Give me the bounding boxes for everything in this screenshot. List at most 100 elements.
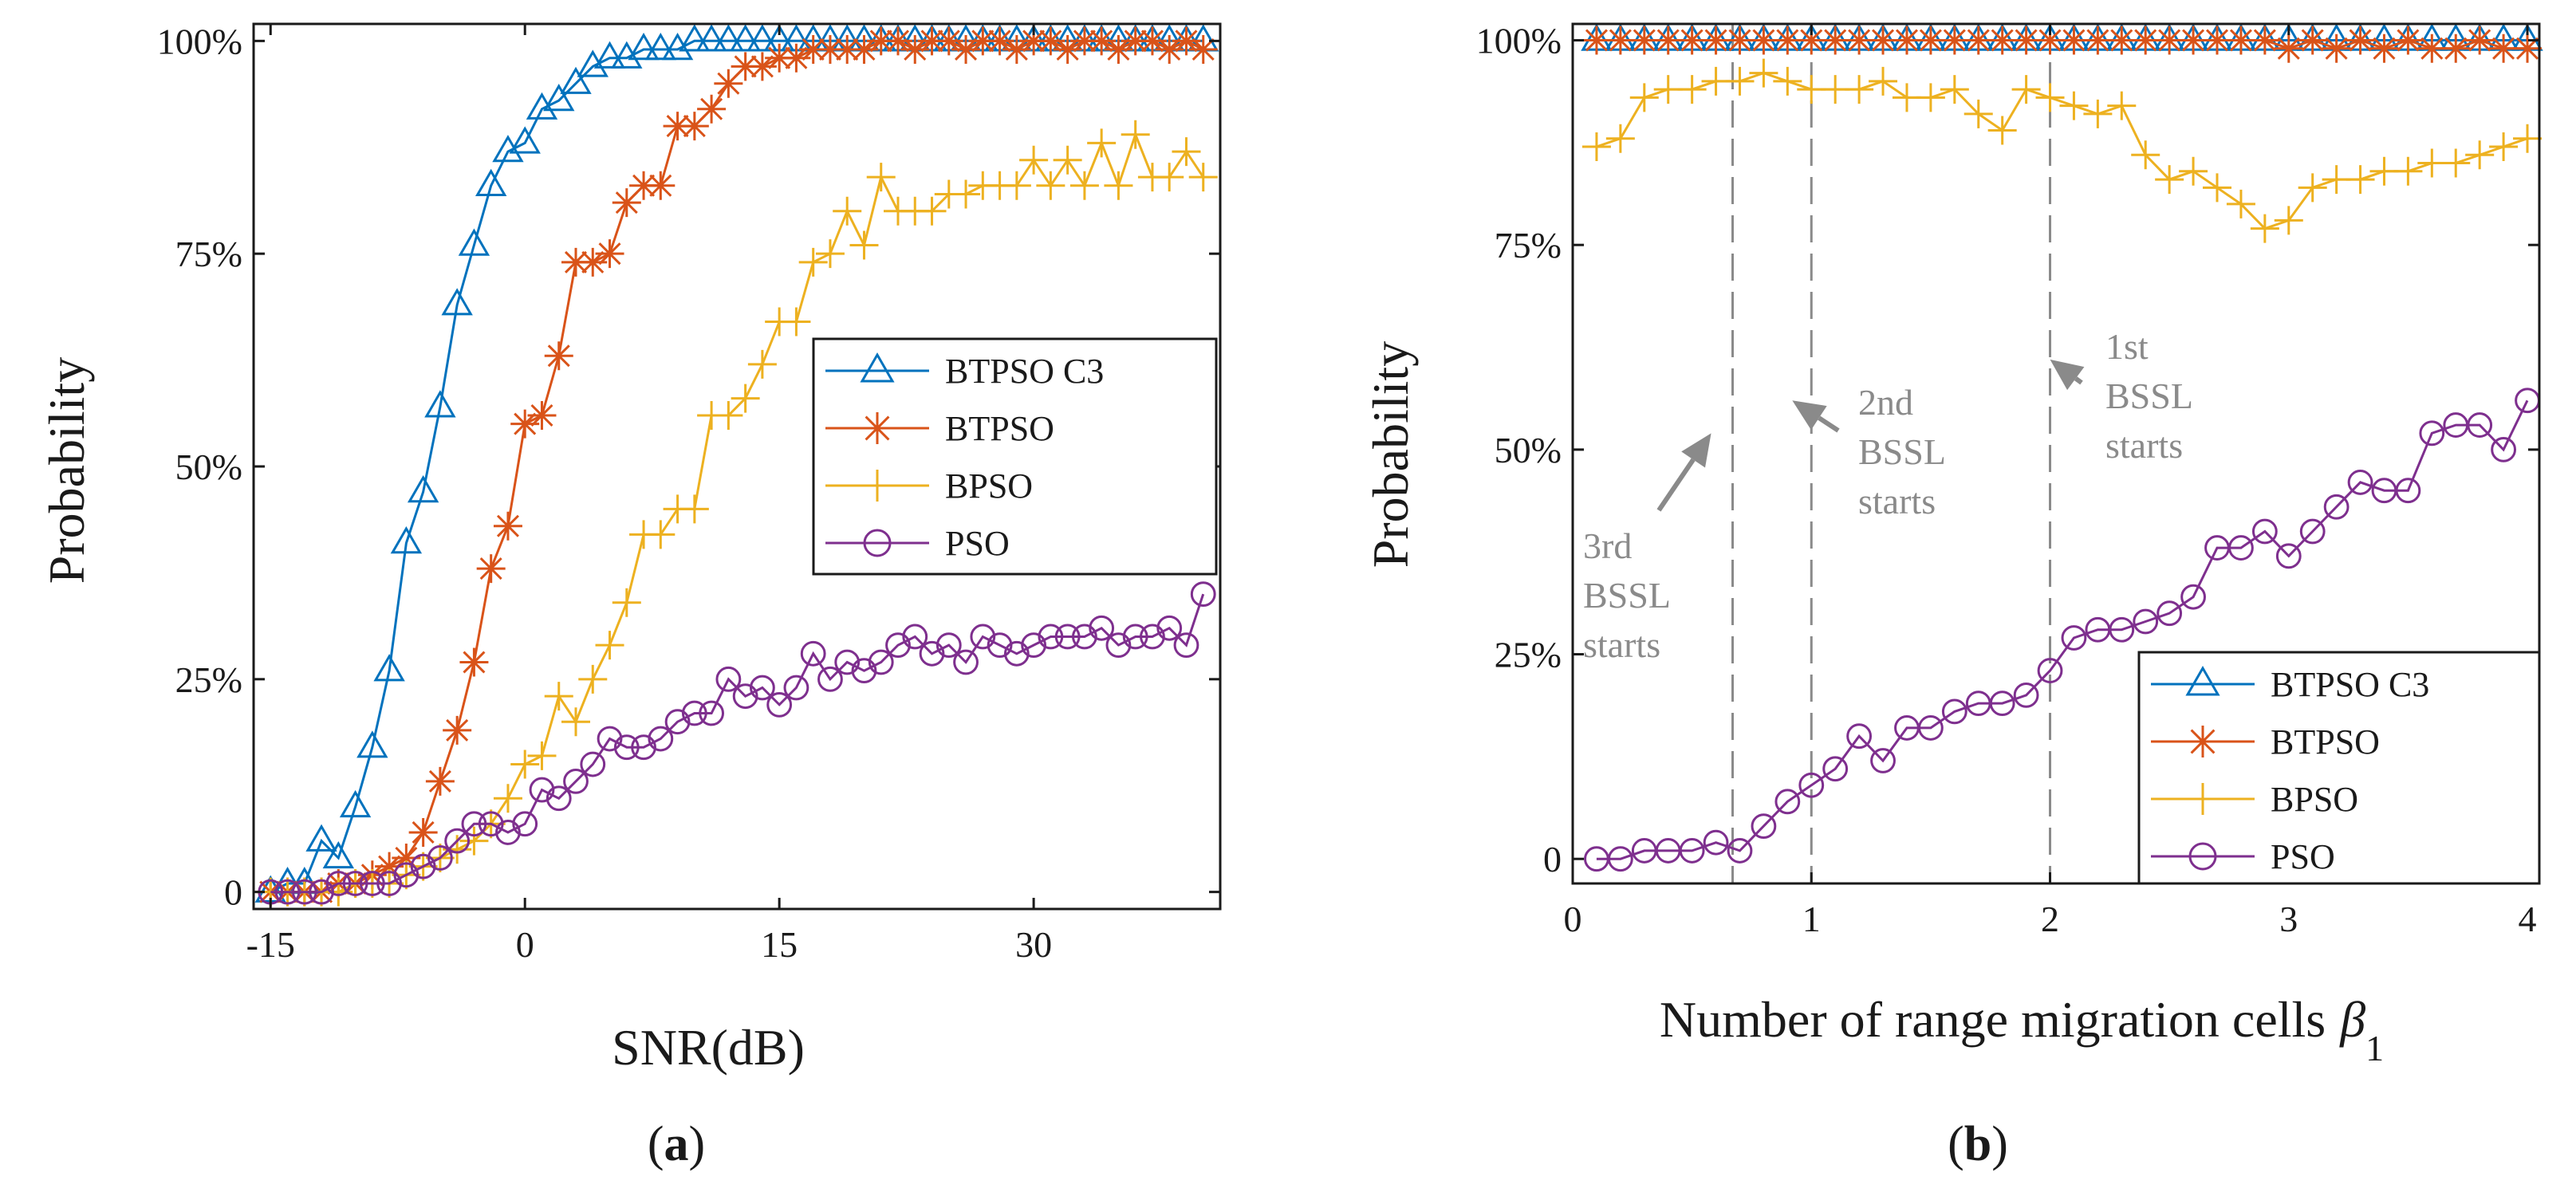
- panel-a-data-point: [356, 730, 388, 758]
- panel-a-data-point: [729, 24, 762, 52]
- panel-a-data-point: [663, 112, 692, 141]
- panel-a-data-point: [527, 400, 557, 430]
- panel-b-data-point: [1869, 66, 1898, 96]
- panel-b-data-point: [1964, 99, 1993, 128]
- panel-a-data-point: [611, 41, 643, 69]
- panel-a-data-point: [509, 126, 541, 154]
- panel-a-x-axis-label: SNR(dB): [612, 1019, 805, 1076]
- panel-b-data-point: [2155, 26, 2184, 55]
- panel-a-data-point: [766, 691, 793, 718]
- panel-a-data-point: [546, 785, 572, 812]
- panel-b-data-point: [1773, 66, 1802, 96]
- panel-a-data-point: [800, 640, 826, 667]
- panel-a-data-point: [644, 33, 677, 61]
- panel-b-caption-open: (: [1948, 1117, 1964, 1171]
- panel-a-data-point: [1019, 145, 1049, 175]
- panel-a-data-point: [578, 247, 608, 277]
- panel-a-data-point: [985, 26, 1014, 56]
- panel-b-data-point: [1964, 26, 1993, 55]
- panel-a-data-point: [595, 239, 624, 269]
- panel-b-legend-label: PSO: [2271, 837, 2335, 876]
- panel-b-data-point: [1679, 838, 1705, 864]
- panel-a-data-point: [765, 43, 794, 73]
- panel-a-data-point: [424, 390, 456, 418]
- panel-b-data-point: [2323, 494, 2350, 520]
- panel-a-data-point: [681, 700, 707, 726]
- panel-b-data-point: [2226, 189, 2255, 218]
- panel-a-y-tick-label: 25%: [175, 659, 242, 700]
- panel-b-x-axis-beta-symbol: β: [2338, 991, 2365, 1048]
- panel-b-data-point: [2274, 33, 2303, 63]
- panel-b-y-tick-label: 100%: [1476, 21, 1562, 61]
- panel-a-data-point: [849, 230, 879, 260]
- panel-a-data-point: [646, 171, 676, 200]
- panel-a-data-point: [1190, 581, 1216, 607]
- panel-b-annotation-arrow: [1818, 415, 1840, 433]
- panel-b-data-point: [2346, 26, 2375, 55]
- panel-a-data-point: [679, 24, 711, 52]
- panel-b-data-point: [2180, 584, 2206, 610]
- panel-b-data-point: [2107, 26, 2137, 55]
- panel-b-data-point: [2059, 91, 2089, 120]
- panel-b-data-point: [1940, 26, 1969, 55]
- panel-b-data-point: [2083, 26, 2113, 55]
- panel-a-y-tick-label: 50%: [175, 447, 242, 487]
- panel-b-x-tick-label: 4: [2519, 899, 2537, 939]
- panel-a-data-point: [815, 35, 845, 65]
- panel-b-annotation-text: starts: [1858, 481, 1936, 521]
- panel-b-data-point: [2393, 156, 2423, 186]
- panel-b-annotation-arrowhead: [1792, 400, 1827, 431]
- panel-b-legend-label: BTPSO C3: [2271, 665, 2429, 704]
- panel-a-data-point: [714, 69, 743, 98]
- panel-a-data-point: [1104, 35, 1133, 65]
- panel-a-data-point: [375, 852, 404, 881]
- panel-a-data-point: [410, 853, 436, 879]
- panel-b-annotations: 3rd BSSL starts 2nd BSSL starts 1st BSSL starts: [1583, 326, 2193, 665]
- panel-b-data-point: [2465, 140, 2495, 170]
- panel-a-plot-area: [254, 24, 1219, 907]
- panel-b-data-point: [1701, 26, 1731, 55]
- panel-a-data-point: [664, 709, 691, 735]
- panel-a-data-point: [458, 228, 490, 256]
- panel-b-data-point: [2035, 83, 2065, 112]
- panel-a-data-point: [953, 649, 979, 675]
- panel-a-data-point: [1019, 26, 1049, 56]
- panel-b-data-point: [2155, 165, 2184, 195]
- panel-b-data-point: [1703, 829, 1729, 856]
- panel-b-data-point: [1940, 75, 1969, 104]
- panel-a-data-point: [577, 49, 609, 77]
- panel-b-x-tick-label: 2: [2041, 899, 2059, 939]
- panel-b-data-point: [2274, 206, 2303, 235]
- panel-b-y-tick-label: 25%: [1495, 635, 1562, 675]
- panel-a-x-tick-label: -15: [246, 924, 295, 965]
- panel-a-legend-marker: [860, 352, 895, 383]
- panel-b-data-point: [2083, 99, 2113, 128]
- panel-a-data-point: [495, 820, 521, 845]
- panel-a-data-point: [510, 750, 540, 779]
- panel-b-legend-label: BTPSO: [2271, 722, 2380, 761]
- panel-b-data-point: [2131, 140, 2160, 170]
- panel-b-data-point: [1605, 124, 1635, 153]
- panel-a-data-point: [902, 624, 928, 650]
- panel-a-data-point: [392, 843, 421, 872]
- panel-b-data-point: [2513, 124, 2543, 153]
- panel-a-data-point: [951, 179, 981, 209]
- panel-b-data-point: [1916, 26, 1945, 55]
- panel-b-legend: BTPSO C3 BTPSO BPSO PSO: [2137, 651, 2541, 885]
- panel-b-data-point: [2035, 26, 2065, 55]
- panel-b-data-point: [2489, 33, 2519, 63]
- panel-a-legend: BTPSO C3 BTPSO BPSO PSO: [812, 337, 1218, 576]
- panel-a-data-point: [1121, 26, 1150, 56]
- panel-b-legend-marker: [2187, 783, 2219, 815]
- panel-b-data-point: [1870, 748, 1896, 773]
- panel-a-data-point: [1021, 632, 1047, 659]
- panel-b-data-point: [1727, 838, 1753, 864]
- panel-b-data-point: [2393, 26, 2423, 55]
- panel-a-data-point: [441, 288, 473, 316]
- panel-a-data-point: [851, 658, 877, 684]
- panel-a-data-point: [1172, 26, 1201, 56]
- panel-a-data-point: [1137, 26, 1167, 56]
- panel-b-legend-marker: [2187, 726, 2219, 757]
- panel-b-axes-frame: [1571, 22, 2541, 885]
